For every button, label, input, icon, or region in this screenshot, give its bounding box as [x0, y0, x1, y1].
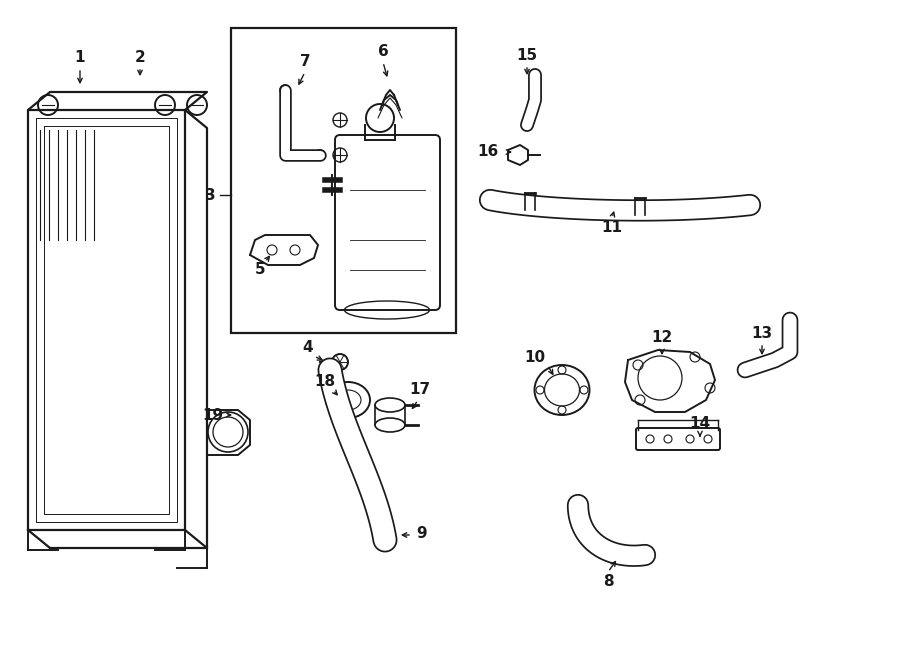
Ellipse shape — [376, 534, 394, 546]
Ellipse shape — [783, 314, 797, 326]
Text: 4: 4 — [302, 340, 313, 356]
Text: 15: 15 — [517, 48, 537, 63]
Text: 12: 12 — [652, 330, 672, 346]
Text: 17: 17 — [410, 383, 430, 397]
Ellipse shape — [739, 363, 751, 377]
Bar — [231, 28, 456, 333]
Text: 14: 14 — [689, 416, 711, 430]
Text: 19: 19 — [202, 407, 223, 422]
Text: 6: 6 — [378, 44, 389, 59]
Text: 11: 11 — [601, 221, 623, 235]
Circle shape — [155, 95, 175, 115]
Ellipse shape — [531, 70, 539, 80]
Circle shape — [187, 95, 207, 115]
Text: 9: 9 — [417, 525, 428, 541]
Ellipse shape — [744, 196, 756, 214]
Ellipse shape — [484, 191, 496, 209]
Ellipse shape — [535, 365, 590, 415]
Text: 10: 10 — [525, 350, 545, 366]
Ellipse shape — [375, 398, 405, 412]
Circle shape — [332, 354, 348, 370]
Text: 1: 1 — [75, 50, 86, 65]
Ellipse shape — [572, 497, 584, 513]
Text: 16: 16 — [477, 145, 499, 159]
Circle shape — [38, 95, 58, 115]
Text: 2: 2 — [135, 50, 146, 65]
Ellipse shape — [522, 121, 532, 129]
Circle shape — [315, 150, 325, 160]
Ellipse shape — [375, 418, 405, 432]
Ellipse shape — [321, 364, 339, 376]
Text: 13: 13 — [752, 325, 772, 340]
Text: 7: 7 — [300, 54, 310, 69]
Text: 3: 3 — [204, 188, 215, 202]
Text: 5: 5 — [255, 262, 266, 278]
Ellipse shape — [637, 549, 653, 561]
Text: 8: 8 — [603, 574, 613, 590]
Text: 18: 18 — [314, 375, 336, 389]
Circle shape — [280, 85, 290, 95]
